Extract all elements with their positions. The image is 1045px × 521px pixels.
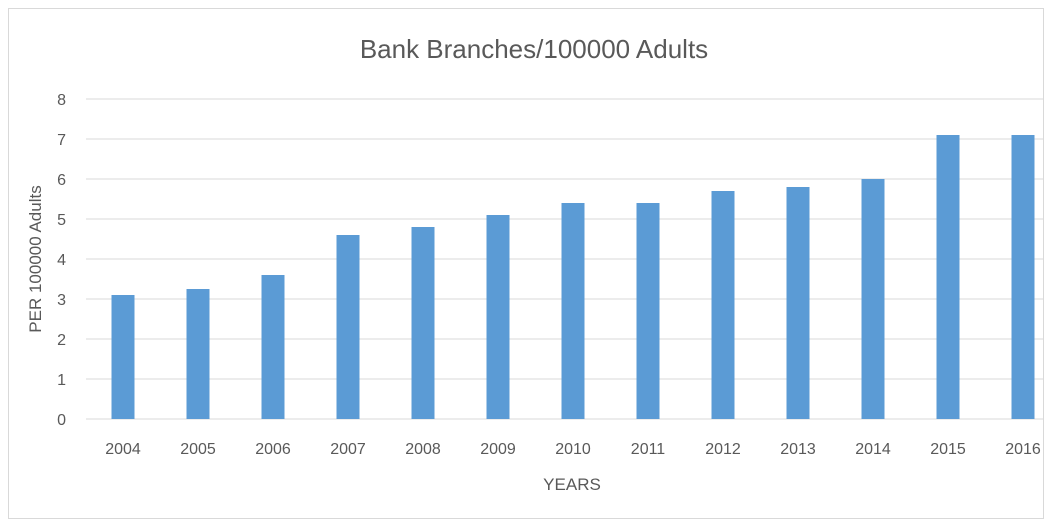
x-tick-label: 2009: [480, 441, 516, 458]
bar-2012: [711, 191, 735, 419]
x-tick-label: 2006: [255, 441, 291, 458]
bar-2015: [936, 135, 960, 419]
chart-title: Bank Branches/100000 Adults: [360, 34, 708, 64]
bar-2006: [261, 275, 285, 419]
bar-2014: [861, 179, 885, 419]
x-tick-label: 2007: [330, 441, 366, 458]
bars: [111, 135, 1035, 419]
y-tick-label: 7: [57, 132, 66, 149]
x-axis-label: YEARS: [543, 475, 601, 494]
x-tick-label: 2011: [631, 441, 666, 458]
bar-2010: [561, 203, 585, 419]
y-axis-ticks: 0 1 2 3 4 5 6 7 8: [57, 92, 66, 429]
x-axis-ticks: 2004 2005 2006 2007 2008 2009 2010 2011 2012 2013…: [105, 441, 1041, 458]
x-tick-label: 2016: [1005, 441, 1041, 458]
bar-2008: [411, 227, 435, 419]
y-tick-label: 4: [57, 252, 66, 269]
x-tick-label: 2013: [780, 441, 816, 458]
y-tick-label: 6: [57, 172, 66, 189]
y-tick-label: 2: [57, 332, 66, 349]
bar-2007: [336, 235, 360, 419]
x-tick-label: 2015: [930, 441, 966, 458]
bar-2013: [786, 187, 810, 419]
bar-2009: [486, 215, 510, 419]
y-axis-label: PER 100000 Adults: [26, 185, 45, 332]
bar-2016: [1011, 135, 1035, 419]
y-tick-label: 0: [57, 412, 66, 429]
x-tick-label: 2005: [180, 441, 216, 458]
x-tick-label: 2014: [855, 441, 891, 458]
y-tick-label: 5: [57, 212, 66, 229]
x-tick-label: 2004: [105, 441, 141, 458]
y-tick-label: 3: [57, 292, 66, 309]
x-tick-label: 2010: [555, 441, 591, 458]
y-tick-label: 8: [57, 92, 66, 109]
x-tick-label: 2012: [705, 441, 741, 458]
bar-2011: [636, 203, 660, 419]
x-tick-label: 2008: [405, 441, 441, 458]
bar-2005: [186, 289, 210, 419]
y-tick-label: 1: [57, 372, 66, 389]
bar-2004: [111, 295, 135, 419]
